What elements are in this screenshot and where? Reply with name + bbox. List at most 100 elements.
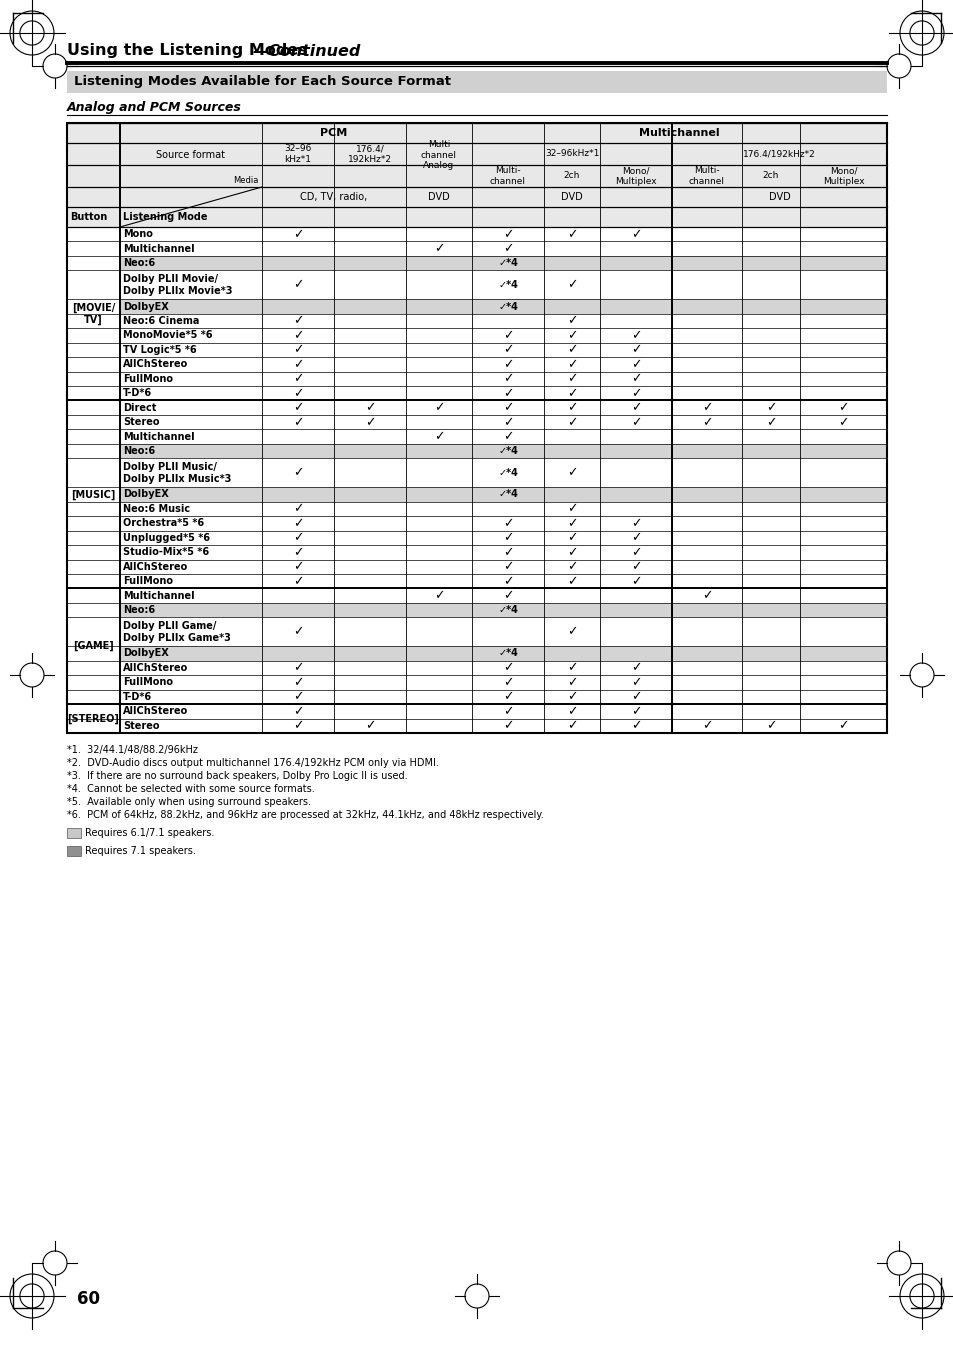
Text: Dolby PLII Game/
Dolby PLIIx Game*3: Dolby PLII Game/ Dolby PLIIx Game*3 bbox=[123, 621, 231, 643]
Text: ✓*4: ✓*4 bbox=[497, 258, 517, 267]
Text: Requires 7.1 speakers.: Requires 7.1 speakers. bbox=[85, 846, 195, 857]
Text: ✓: ✓ bbox=[630, 690, 640, 704]
Text: ✓: ✓ bbox=[502, 546, 513, 559]
Text: DVD: DVD bbox=[768, 192, 789, 203]
Text: ✓: ✓ bbox=[566, 531, 577, 544]
Text: Source format: Source format bbox=[156, 150, 225, 159]
Text: ✓: ✓ bbox=[364, 401, 375, 415]
Text: ✓: ✓ bbox=[566, 373, 577, 385]
Text: PCM: PCM bbox=[320, 128, 347, 138]
Text: ✓: ✓ bbox=[502, 343, 513, 357]
Text: 176.4/
192kHz*2: 176.4/ 192kHz*2 bbox=[348, 145, 392, 163]
Text: ✓: ✓ bbox=[765, 719, 776, 732]
Text: AllChStereo: AllChStereo bbox=[123, 562, 188, 571]
Text: ✓: ✓ bbox=[293, 466, 303, 480]
Text: ✓: ✓ bbox=[630, 386, 640, 400]
Text: ✓: ✓ bbox=[293, 705, 303, 717]
Text: *4.  Cannot be selected with some source formats.: *4. Cannot be selected with some source … bbox=[67, 784, 314, 794]
Text: DVD: DVD bbox=[560, 192, 582, 203]
Text: Direct: Direct bbox=[123, 403, 156, 412]
Text: ✓: ✓ bbox=[502, 517, 513, 530]
Text: ✓: ✓ bbox=[838, 401, 848, 415]
Text: ✓: ✓ bbox=[502, 358, 513, 370]
Text: Multichannel: Multichannel bbox=[639, 128, 720, 138]
Text: Multichannel: Multichannel bbox=[123, 431, 194, 442]
Text: Button: Button bbox=[70, 212, 107, 222]
Text: ✓: ✓ bbox=[566, 503, 577, 516]
Text: AllChStereo: AllChStereo bbox=[123, 359, 188, 369]
Text: ✓: ✓ bbox=[701, 589, 712, 603]
Text: *2.  DVD-Audio discs output multichannel 176.4/192kHz PCM only via HDMI.: *2. DVD-Audio discs output multichannel … bbox=[67, 758, 438, 767]
Text: ✓: ✓ bbox=[566, 705, 577, 717]
Text: Neo:6 Cinema: Neo:6 Cinema bbox=[123, 316, 199, 326]
Text: FullMono: FullMono bbox=[123, 576, 172, 586]
Bar bbox=[120, 255, 886, 270]
Text: Neo:6 Music: Neo:6 Music bbox=[123, 504, 190, 513]
Text: Requires 6.1/7.1 speakers.: Requires 6.1/7.1 speakers. bbox=[85, 828, 214, 838]
Bar bbox=[120, 300, 886, 313]
Text: Mono/
Multiplex: Mono/ Multiplex bbox=[615, 166, 656, 185]
Text: ✓: ✓ bbox=[434, 401, 444, 415]
Text: ✓: ✓ bbox=[566, 228, 577, 240]
Text: ✓: ✓ bbox=[630, 574, 640, 588]
Text: FullMono: FullMono bbox=[123, 374, 172, 384]
Text: ✓: ✓ bbox=[630, 416, 640, 428]
Text: ✓: ✓ bbox=[502, 561, 513, 573]
Text: ✓: ✓ bbox=[630, 662, 640, 674]
Text: Studio-Mix*5 *6: Studio-Mix*5 *6 bbox=[123, 547, 209, 557]
Text: ✓: ✓ bbox=[566, 278, 577, 292]
Text: DolbyEX: DolbyEX bbox=[123, 489, 169, 500]
Text: ✓: ✓ bbox=[293, 517, 303, 530]
Text: Neo:6: Neo:6 bbox=[123, 605, 155, 615]
Text: ✓*4: ✓*4 bbox=[497, 467, 517, 478]
Text: ✓: ✓ bbox=[502, 416, 513, 428]
Text: 60: 60 bbox=[77, 1290, 100, 1308]
Text: Stereo: Stereo bbox=[123, 417, 159, 427]
Text: 2ch: 2ch bbox=[563, 172, 579, 181]
Text: ✓: ✓ bbox=[293, 416, 303, 428]
Text: ✓: ✓ bbox=[502, 242, 513, 255]
Text: Multichannel: Multichannel bbox=[123, 243, 194, 254]
Text: ✓: ✓ bbox=[566, 386, 577, 400]
Text: Multi-
channel: Multi- channel bbox=[688, 166, 724, 185]
Bar bbox=[67, 846, 81, 857]
Text: ✓: ✓ bbox=[630, 401, 640, 415]
Text: ✓: ✓ bbox=[566, 561, 577, 573]
Text: ✓: ✓ bbox=[566, 574, 577, 588]
Text: Mono: Mono bbox=[123, 230, 152, 239]
Text: ✓: ✓ bbox=[293, 626, 303, 638]
Text: ✓*4: ✓*4 bbox=[497, 301, 517, 312]
Text: ✓: ✓ bbox=[566, 358, 577, 370]
Bar bbox=[67, 123, 886, 734]
Text: ✓: ✓ bbox=[502, 531, 513, 544]
Bar bbox=[120, 488, 886, 501]
Text: ✓: ✓ bbox=[566, 517, 577, 530]
Text: CD, TV, radio,: CD, TV, radio, bbox=[300, 192, 367, 203]
Text: ✓: ✓ bbox=[434, 242, 444, 255]
Text: ✓: ✓ bbox=[293, 561, 303, 573]
Text: ✓: ✓ bbox=[502, 589, 513, 603]
Text: Dolby PLII Movie/
Dolby PLIIx Movie*3: Dolby PLII Movie/ Dolby PLIIx Movie*3 bbox=[123, 274, 233, 296]
Text: Multichannel: Multichannel bbox=[123, 590, 194, 601]
Text: Mono/
Multiplex: Mono/ Multiplex bbox=[821, 166, 863, 185]
Text: ✓: ✓ bbox=[502, 373, 513, 385]
Text: [MOVIE/
TV]: [MOVIE/ TV] bbox=[71, 303, 115, 324]
Text: Neo:6: Neo:6 bbox=[123, 446, 155, 457]
Text: Analog and PCM Sources: Analog and PCM Sources bbox=[67, 100, 242, 113]
Text: T-D*6: T-D*6 bbox=[123, 388, 152, 399]
Text: Unplugged*5 *6: Unplugged*5 *6 bbox=[123, 532, 210, 543]
Text: DolbyEX: DolbyEX bbox=[123, 648, 169, 658]
Text: ✓: ✓ bbox=[630, 343, 640, 357]
Text: ✓: ✓ bbox=[838, 719, 848, 732]
Text: *5.  Available only when using surround speakers.: *5. Available only when using surround s… bbox=[67, 797, 311, 807]
Text: AllChStereo: AllChStereo bbox=[123, 663, 188, 673]
Text: ✓: ✓ bbox=[502, 328, 513, 342]
Text: *3.  If there are no surround back speakers, Dolby Pro Logic II is used.: *3. If there are no surround back speake… bbox=[67, 771, 407, 781]
Text: ✓: ✓ bbox=[502, 574, 513, 588]
Text: ✓: ✓ bbox=[293, 315, 303, 327]
Text: ✓: ✓ bbox=[630, 676, 640, 689]
Text: ✓: ✓ bbox=[293, 690, 303, 704]
Text: DolbyEX: DolbyEX bbox=[123, 301, 169, 312]
Text: ✓: ✓ bbox=[502, 719, 513, 732]
Text: ✓: ✓ bbox=[293, 662, 303, 674]
